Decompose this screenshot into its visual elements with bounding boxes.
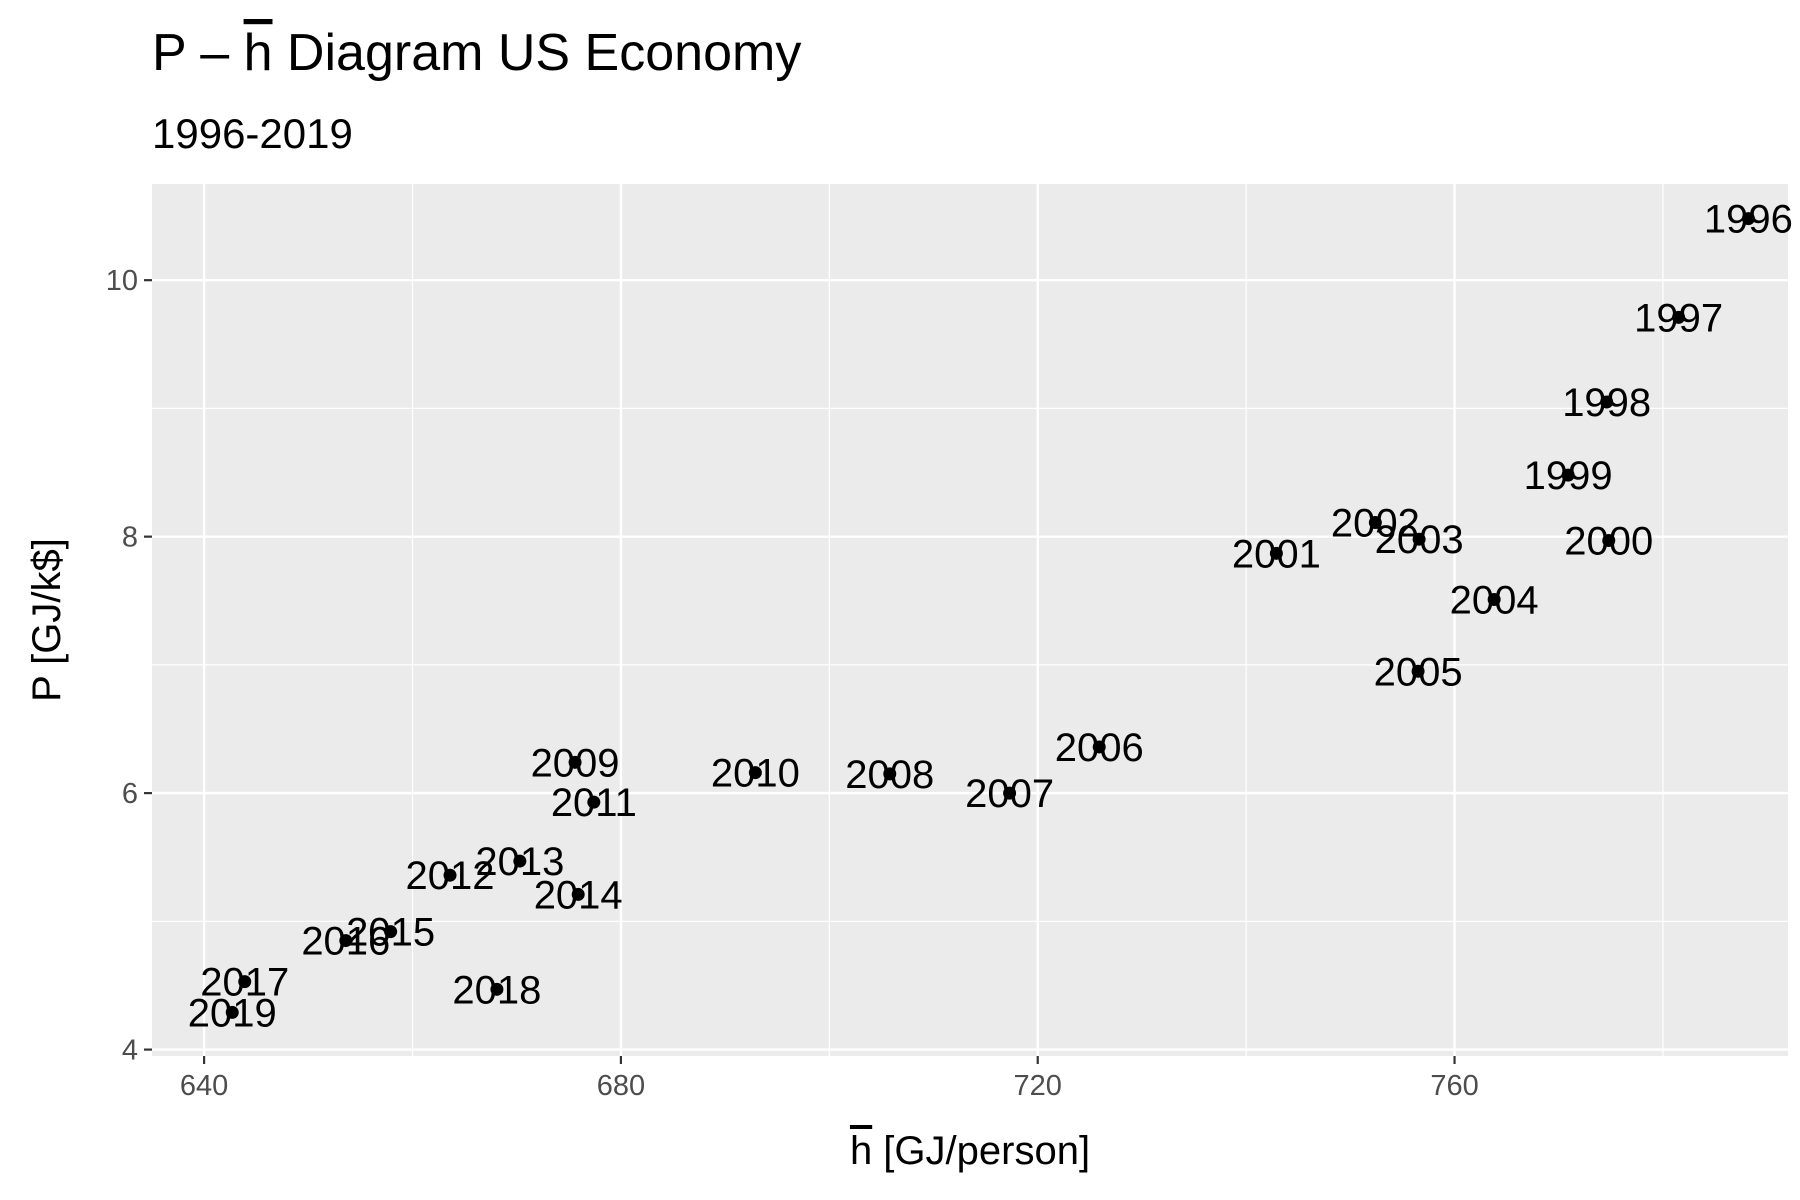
data-point <box>568 755 582 769</box>
data-label: 2014 <box>534 873 623 917</box>
x-axis-title: h [GJ/person] <box>850 1129 1090 1173</box>
data-point <box>1368 516 1382 530</box>
data-label: 2016 <box>301 920 390 964</box>
minor-gridlines <box>152 184 1788 1056</box>
data-label: 1998 <box>1562 381 1651 425</box>
chart-title-suffix: Diagram US Economy <box>272 24 801 82</box>
chart-title-symbol: h <box>244 24 273 82</box>
data-point <box>384 925 398 939</box>
data-point <box>1600 395 1614 409</box>
data-label: 2001 <box>1232 532 1321 576</box>
data-label: 2017 <box>200 961 289 1005</box>
data-point <box>1487 592 1501 606</box>
x-tick-label: 640 <box>180 1070 228 1102</box>
chart-title-prefix: P – <box>152 24 244 82</box>
data-point <box>571 887 585 901</box>
x-tick-label: 760 <box>1430 1070 1478 1102</box>
chart-subtitle: 1996-2019 <box>152 110 353 157</box>
data-label: 2004 <box>1450 578 1539 622</box>
data-point <box>1092 740 1106 754</box>
data-point <box>339 934 353 948</box>
data-label: 2018 <box>452 968 541 1012</box>
x-tick-label: 680 <box>597 1070 645 1102</box>
plot-panel <box>152 184 1788 1056</box>
data-label: 2019 <box>188 991 277 1035</box>
x-axis-title-suffix: [GJ/person] <box>872 1129 1090 1173</box>
data-label: 1996 <box>1704 198 1793 242</box>
data-label: 2011 <box>551 781 637 825</box>
data-point <box>1561 468 1575 482</box>
y-tick-label: 6 <box>122 778 138 810</box>
data-point <box>1602 533 1616 547</box>
data-point <box>1269 546 1283 560</box>
data-label: 1999 <box>1524 454 1613 498</box>
data-label: 2002 <box>1331 502 1420 546</box>
x-axis-title-symbol: h <box>850 1129 872 1173</box>
data-point <box>587 795 601 809</box>
y-axis: 4 6 8 10 <box>106 265 152 1067</box>
data-label: 2003 <box>1375 518 1464 562</box>
data-label: 2012 <box>406 854 495 898</box>
data-points <box>225 212 1755 1019</box>
data-label: 2008 <box>845 753 934 797</box>
data-label: 2013 <box>475 840 564 884</box>
x-axis: 640 680 720 760 <box>180 1056 1479 1102</box>
data-point <box>1741 212 1755 226</box>
y-tick-label: 4 <box>122 1035 138 1067</box>
data-label: 2005 <box>1374 650 1463 694</box>
chart-title: P – h Diagram US Economy <box>152 24 801 82</box>
data-point <box>883 767 897 781</box>
y-tick-label: 8 <box>122 522 138 554</box>
data-point <box>1411 664 1425 678</box>
data-point <box>1412 532 1426 546</box>
data-label: 2000 <box>1564 519 1653 563</box>
y-tick-label: 10 <box>106 265 138 297</box>
data-label: 2009 <box>531 741 620 785</box>
data-point <box>1003 786 1017 800</box>
data-point <box>443 868 457 882</box>
data-point <box>748 766 762 780</box>
x-tick-label: 720 <box>1014 1070 1062 1102</box>
major-gridlines <box>152 184 1788 1056</box>
y-axis-title: P [GJ/k$] <box>25 538 69 702</box>
data-point <box>1672 310 1686 324</box>
data-label: 1997 <box>1634 296 1723 340</box>
data-point <box>513 854 527 868</box>
data-point <box>225 1005 239 1019</box>
data-label: 2015 <box>346 911 435 955</box>
data-point <box>490 982 504 996</box>
data-label: 2007 <box>965 772 1054 816</box>
data-label: 2010 <box>711 752 800 796</box>
data-label: 2006 <box>1055 726 1144 770</box>
data-point <box>238 975 252 989</box>
